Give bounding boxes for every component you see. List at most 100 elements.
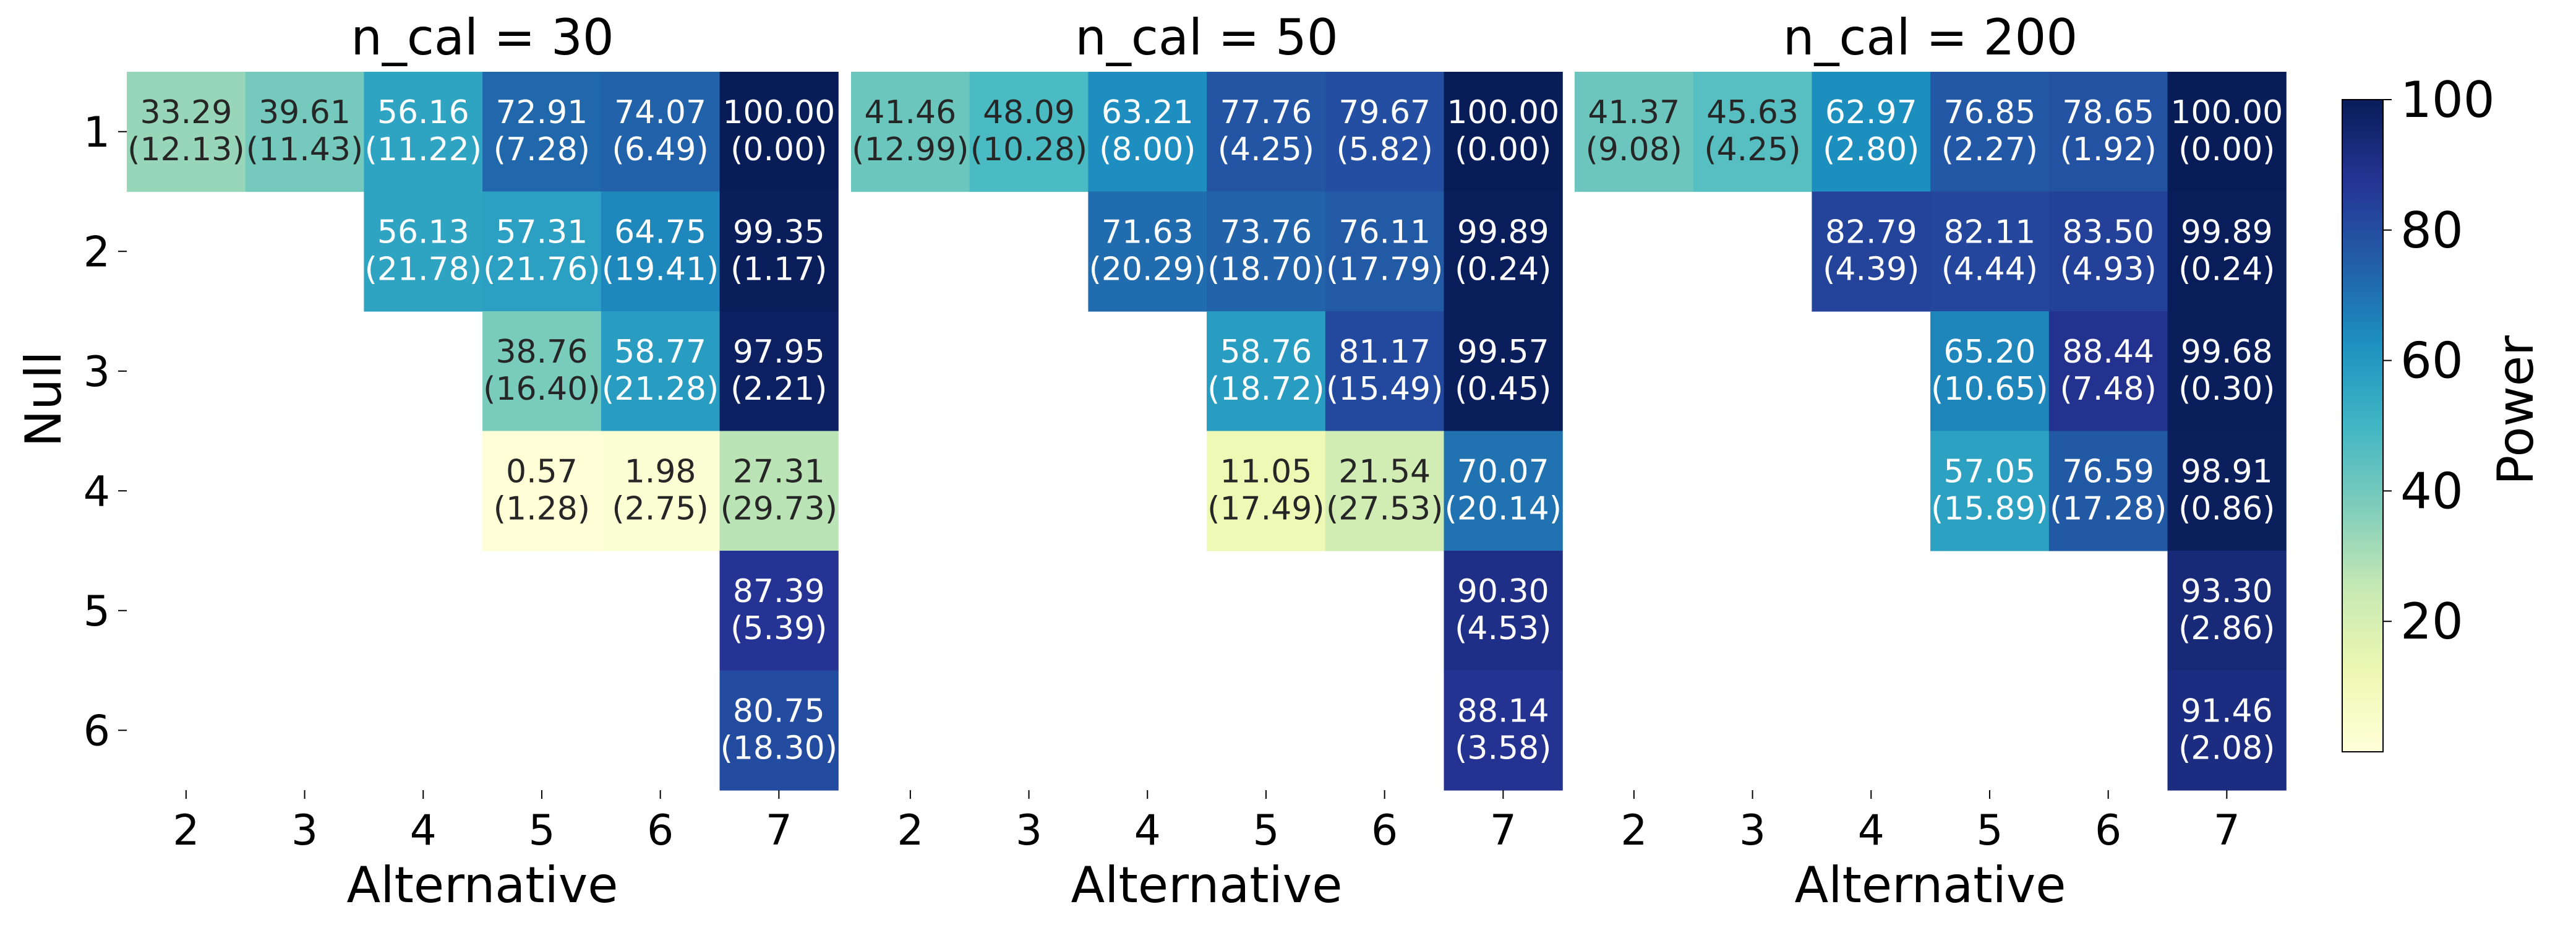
cell-fill	[1444, 311, 1563, 432]
heatmap-cell: 76.59(17.28)	[2048, 431, 2168, 551]
heatmap-cell: 82.11(4.44)	[1930, 191, 2050, 312]
cell-value-label: 76.59	[2062, 454, 2154, 491]
x-tick-label: 7	[766, 806, 792, 855]
x-tick-label: 6	[2095, 806, 2121, 855]
heatmap-cell: 98.91(0.86)	[2167, 431, 2287, 551]
cell-sd-label: (15.89)	[1931, 491, 2048, 528]
cell-fill	[601, 191, 721, 312]
heatmap-cell: 33.29(12.13)	[127, 72, 246, 192]
x-tick-label: 4	[1134, 806, 1161, 855]
heatmap-cell: 97.95(2.21)	[719, 311, 839, 432]
heatmap-cell: 41.37(9.08)	[1575, 72, 1694, 192]
heatmap-cell: 45.63(4.25)	[1693, 72, 1812, 192]
cell-fill	[1325, 191, 1445, 312]
cell-sd-label: (1.92)	[2060, 131, 2157, 168]
cell-value-label: 57.31	[495, 214, 588, 251]
x-tick-label: 5	[1976, 806, 2003, 855]
cell-sd-label: (17.49)	[1207, 491, 1324, 528]
cell-fill	[1325, 72, 1445, 192]
heatmap-cell: 99.89(0.24)	[2167, 191, 2287, 312]
cell-fill	[851, 72, 970, 192]
heatmap-cell: 48.09(10.28)	[969, 72, 1089, 192]
cell-fill	[1207, 191, 1326, 312]
cell-value-label: 99.35	[733, 214, 825, 251]
cell-fill	[2167, 670, 2287, 791]
cell-fill	[482, 72, 602, 192]
panel-1: n_cal = 30 33.29(12.13)39.61(11.43)56.16…	[127, 9, 839, 914]
cell-value-label: 99.57	[1457, 334, 1549, 371]
heatmap-cell: 77.76(4.25)	[1207, 72, 1326, 192]
panel-2-title: n_cal = 50	[1075, 9, 1338, 66]
panel-2-cells: 41.46(12.99)48.09(10.28)63.21(8.00)77.76…	[851, 72, 1563, 791]
cell-sd-label: (0.24)	[2178, 251, 2275, 288]
heatmap-cell: 39.61(11.43)	[245, 72, 364, 192]
heatmap-cell: 41.46(12.99)	[851, 72, 970, 192]
heatmap-cell: 88.14(3.58)	[1444, 670, 1563, 791]
heatmap-cell: 38.76(16.40)	[482, 311, 602, 432]
cell-value-label: 76.11	[1338, 214, 1431, 251]
cell-sd-label: (1.17)	[730, 251, 827, 288]
x-tick-label: 6	[1371, 806, 1398, 855]
cell-sd-label: (18.70)	[1207, 251, 1324, 288]
colorbar-ticks: 20 40 60 80 100	[2383, 71, 2495, 650]
cell-value-label: 62.97	[1825, 94, 1917, 131]
cell-sd-label: (0.30)	[2178, 371, 2275, 408]
panel-3-x-axis-label: Alternative	[1795, 856, 2066, 914]
cell-value-label: 71.63	[1102, 214, 1194, 251]
cell-value-label: 70.07	[1457, 454, 1549, 491]
cell-value-label: 65.20	[1943, 334, 2035, 371]
heatmap-cell: 78.65(1.92)	[2048, 72, 2168, 192]
cell-value-label: 11.05	[1220, 454, 1312, 491]
cell-value-label: 72.91	[495, 94, 588, 131]
heatmap-cell: 90.30(4.53)	[1444, 551, 1563, 671]
cell-sd-label: (0.00)	[1455, 131, 1551, 168]
cell-fill	[127, 72, 246, 192]
cell-value-label: 91.46	[2181, 693, 2273, 730]
cell-sd-label: (17.28)	[2050, 491, 2167, 528]
cell-fill	[719, 72, 839, 192]
colorbar-tick-label: 100	[2400, 71, 2495, 129]
heatmap-cell: 1.98(2.75)	[601, 431, 721, 551]
x-tick-label: 3	[1016, 806, 1042, 855]
heatmap-cell: 21.54(27.53)	[1325, 431, 1445, 551]
cell-value-label: 82.79	[1825, 214, 1917, 251]
cell-value-label: 27.31	[733, 454, 825, 491]
heatmap-cell: 83.50(4.93)	[2048, 191, 2168, 312]
y-tick-label: 3	[83, 348, 110, 397]
cell-sd-label: (4.44)	[1941, 251, 2038, 288]
heatmap-cell: 99.57(0.45)	[1444, 311, 1563, 432]
cell-fill	[2167, 551, 2287, 671]
cell-fill	[1444, 191, 1563, 312]
colorbar-label: Power	[2487, 335, 2544, 485]
cell-fill	[1930, 431, 2050, 551]
heatmap-cell: 73.76(18.70)	[1207, 191, 1326, 312]
cell-fill	[1207, 431, 1326, 551]
cell-fill	[1575, 72, 1694, 192]
cell-sd-label: (7.28)	[494, 131, 590, 168]
x-tick-label: 2	[1620, 806, 1647, 855]
cell-sd-label: (4.25)	[1704, 131, 1800, 168]
x-tick-label: 7	[1490, 806, 1517, 855]
cell-sd-label: (0.45)	[1455, 371, 1551, 408]
heatmap-cell: 11.05(17.49)	[1207, 431, 1326, 551]
cell-value-label: 100.00	[722, 94, 835, 131]
colorbar-gradient	[2342, 99, 2384, 752]
colorbar-tick-label: 20	[2400, 593, 2463, 650]
cell-value-label: 100.00	[1447, 94, 1559, 131]
heatmap-cell: 57.05(15.89)	[1930, 431, 2050, 551]
x-tick-label: 3	[1739, 806, 1766, 855]
heatmap-cell: 58.76(18.72)	[1207, 311, 1326, 432]
heatmap-cell: 100.00(0.00)	[1444, 72, 1563, 192]
cell-fill	[2048, 191, 2168, 312]
heatmap-cell: 99.68(0.30)	[2167, 311, 2287, 432]
heatmap-cell: 88.44(7.48)	[2048, 311, 2168, 432]
cell-sd-label: (0.00)	[2178, 131, 2275, 168]
cell-value-label: 100.00	[2170, 94, 2283, 131]
cell-fill	[1444, 551, 1563, 671]
cell-value-label: 45.63	[1706, 94, 1799, 131]
heatmap-cell: 70.07(20.14)	[1444, 431, 1563, 551]
cell-value-label: 88.14	[1457, 693, 1549, 730]
heatmap-cell: 99.89(0.24)	[1444, 191, 1563, 312]
panel-1-cells: 33.29(12.13)39.61(11.43)56.16(11.22)72.9…	[127, 72, 839, 791]
heatmap-cell: 72.91(7.28)	[482, 72, 602, 192]
